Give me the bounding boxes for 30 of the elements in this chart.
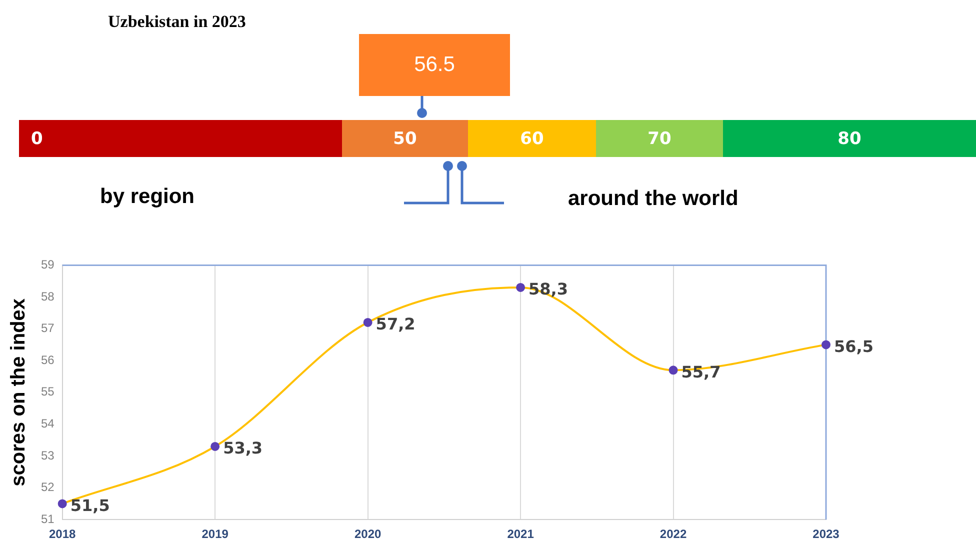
y-tick-label: 59 [40, 258, 55, 272]
y-tick-label: 54 [40, 416, 55, 431]
y-tick-label: 53 [40, 448, 55, 462]
data-label: 53,3 [223, 438, 263, 458]
text: by region [100, 185, 195, 209]
category-label: 80 [723, 120, 976, 157]
data-label: 56,5 [834, 336, 874, 356]
y-tick-label: 55 [40, 384, 55, 399]
x-tick-label: 2021 [507, 527, 534, 542]
y-tick-label: 57 [40, 321, 55, 336]
x-tick-label: 2023 [812, 527, 840, 542]
x-tick-label: 2020 [354, 527, 382, 542]
x-tick-label: 2019 [202, 527, 229, 542]
y-tick-label: 51 [40, 512, 55, 526]
category-label: 0 [19, 120, 342, 157]
text: around the world [568, 187, 738, 211]
x-tick-label: 2022 [660, 527, 687, 542]
category-label: 60 [468, 120, 596, 157]
category-label: 50 [342, 120, 468, 157]
y-tick-label: 56 [40, 352, 55, 367]
data-label: 51,5 [70, 496, 110, 515]
text: Uzbekistan in 2023 [108, 12, 246, 32]
y-tick-label: 52 [40, 480, 55, 494]
data-label: 58,3 [528, 280, 568, 299]
text: 56.5 [414, 53, 455, 76]
x-tick-label: 2018 [48, 527, 76, 542]
data-label: 57,2 [376, 314, 416, 334]
category-label: 70 [596, 120, 723, 157]
y-tick-label: 58 [40, 289, 55, 304]
y-axis-title: scores on the index [8, 298, 30, 486]
